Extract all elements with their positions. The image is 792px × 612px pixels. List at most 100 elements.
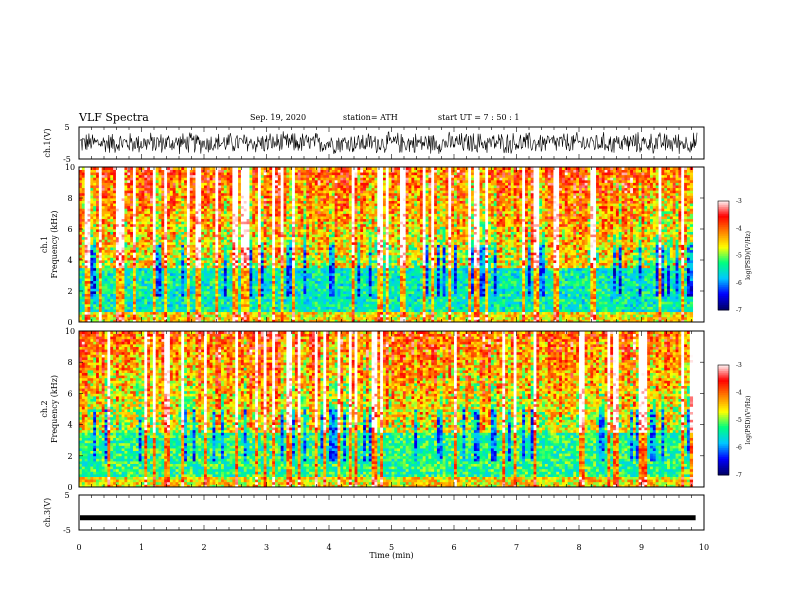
- colorbar-swatch: [718, 300, 729, 304]
- colorbar-swatch: [718, 418, 729, 421]
- colorbar-swatch: [718, 372, 729, 375]
- colorbar-tick-label: -3: [736, 198, 742, 205]
- colorbar-swatch: [718, 239, 729, 242]
- colorbar-swatch: [718, 260, 729, 264]
- colorbar-swatch: [718, 454, 729, 458]
- ch1-waveform-line: [79, 131, 698, 155]
- colorbar-swatch: [718, 211, 729, 215]
- colorbar-swatch: [718, 268, 729, 271]
- colorbar-swatch: [718, 412, 729, 415]
- colorbar-swatch: [718, 443, 729, 447]
- colorbar-swatch: [718, 271, 729, 275]
- colorbar-swatch: [718, 275, 729, 278]
- colorbar-swatch: [718, 458, 729, 461]
- colorbar-swatch: [718, 376, 729, 379]
- colorbar-swatch: [718, 240, 729, 244]
- colorbar-swatch: [718, 431, 729, 434]
- colorbar-swatch: [718, 445, 729, 448]
- colorbar-swatch: [718, 304, 729, 307]
- colorbar-swatch: [718, 284, 729, 287]
- x-tick-label: 6: [451, 543, 456, 552]
- colorbar-swatch: [718, 255, 729, 258]
- x-axis-label: Time (min): [369, 551, 413, 560]
- y-tick-label: 8: [67, 194, 72, 203]
- colorbar-swatch: [718, 456, 729, 459]
- colorbar-swatch: [718, 390, 729, 393]
- colorbar-swatch: [718, 440, 729, 443]
- colorbar-swatch: [718, 383, 729, 386]
- x-tick-label: 9: [639, 543, 644, 552]
- x-tick-label: 3: [264, 543, 269, 552]
- colorbar-swatch: [718, 473, 729, 476]
- colorbar-swatch: [718, 429, 729, 432]
- colorbar-tick-label: -4: [736, 390, 742, 397]
- colorbar-tick-label: -6: [736, 280, 742, 287]
- y-tick-label: 6: [67, 389, 72, 398]
- colorbar-swatch: [718, 436, 729, 439]
- colorbar-swatch: [718, 302, 729, 306]
- colorbar-swatch: [718, 210, 729, 213]
- colorbar-swatch: [718, 291, 729, 295]
- colorbar-swatch: [718, 460, 729, 463]
- colorbar-swatch: [718, 387, 729, 390]
- colorbar-swatch: [718, 286, 729, 289]
- ch2-spectrogram-ylabel: ch.2: [40, 400, 49, 417]
- colorbar-swatch: [718, 432, 729, 436]
- y-tick-label: -5: [63, 155, 71, 164]
- colorbar-swatch: [718, 235, 729, 238]
- colorbar-tick-label: -5: [736, 253, 742, 260]
- colorbar-swatch: [718, 464, 729, 467]
- x-tick-label: 4: [326, 543, 331, 552]
- colorbar-swatch: [718, 231, 729, 235]
- colorbar-swatch: [718, 220, 729, 224]
- x-tick-label: 10: [699, 543, 709, 552]
- colorbar-swatch: [718, 462, 729, 465]
- y-tick-label: -5: [63, 526, 71, 535]
- colorbar-label: log(PSD)(V²/Hz): [745, 396, 752, 445]
- colorbar-swatch: [718, 213, 729, 217]
- colorbar-swatch: [718, 279, 729, 282]
- colorbar-swatch: [718, 451, 729, 454]
- x-tick-label: 1: [139, 543, 144, 552]
- colorbar-tick-label: -5: [736, 417, 742, 424]
- colorbar-swatch: [718, 370, 729, 373]
- colorbar-swatch: [718, 425, 729, 428]
- colorbar-swatch: [718, 277, 729, 280]
- ch3-waveform-frame: [78, 494, 705, 531]
- colorbar-swatch: [718, 273, 729, 276]
- x-tick-label: 8: [576, 543, 581, 552]
- start-time-label: start UT = 7 : 50 : 1: [438, 113, 519, 122]
- colorbar-swatch: [718, 250, 729, 253]
- colorbar-swatch: [718, 465, 729, 469]
- colorbar-swatch: [718, 396, 729, 399]
- colorbar-swatch: [718, 201, 729, 204]
- colorbar-swatch: [718, 219, 729, 222]
- colorbar-swatch: [718, 405, 729, 408]
- y-tick-label: 0: [67, 483, 72, 492]
- colorbar-swatch: [718, 306, 729, 309]
- colorbar-swatch: [718, 469, 729, 472]
- y-tick-label: 10: [65, 327, 75, 336]
- y-tick-label: 2: [67, 287, 72, 296]
- x-tick-label: 2: [201, 543, 206, 552]
- colorbar-swatch: [718, 434, 729, 437]
- colorbar-swatch: [718, 266, 729, 269]
- colorbar-swatch: [718, 228, 729, 231]
- colorbar-swatch: [718, 280, 729, 284]
- colorbar-swatch: [718, 416, 729, 419]
- colorbar-swatch: [718, 374, 729, 377]
- colorbar-swatch: [718, 270, 729, 273]
- colorbar-tick-label: -7: [736, 307, 742, 314]
- colorbar-swatch: [718, 392, 729, 395]
- colorbar-swatch: [718, 379, 729, 382]
- colorbar-swatch: [718, 295, 729, 298]
- colorbar-swatch: [718, 230, 729, 233]
- colorbar-swatch: [718, 471, 729, 474]
- y-tick-label: 5: [64, 491, 69, 500]
- colorbar-swatch: [718, 257, 729, 260]
- colorbar-swatch: [718, 293, 729, 296]
- y-tick-label: 5: [64, 123, 69, 132]
- colorbar-swatch: [718, 233, 729, 237]
- y-tick-label: 8: [67, 358, 72, 367]
